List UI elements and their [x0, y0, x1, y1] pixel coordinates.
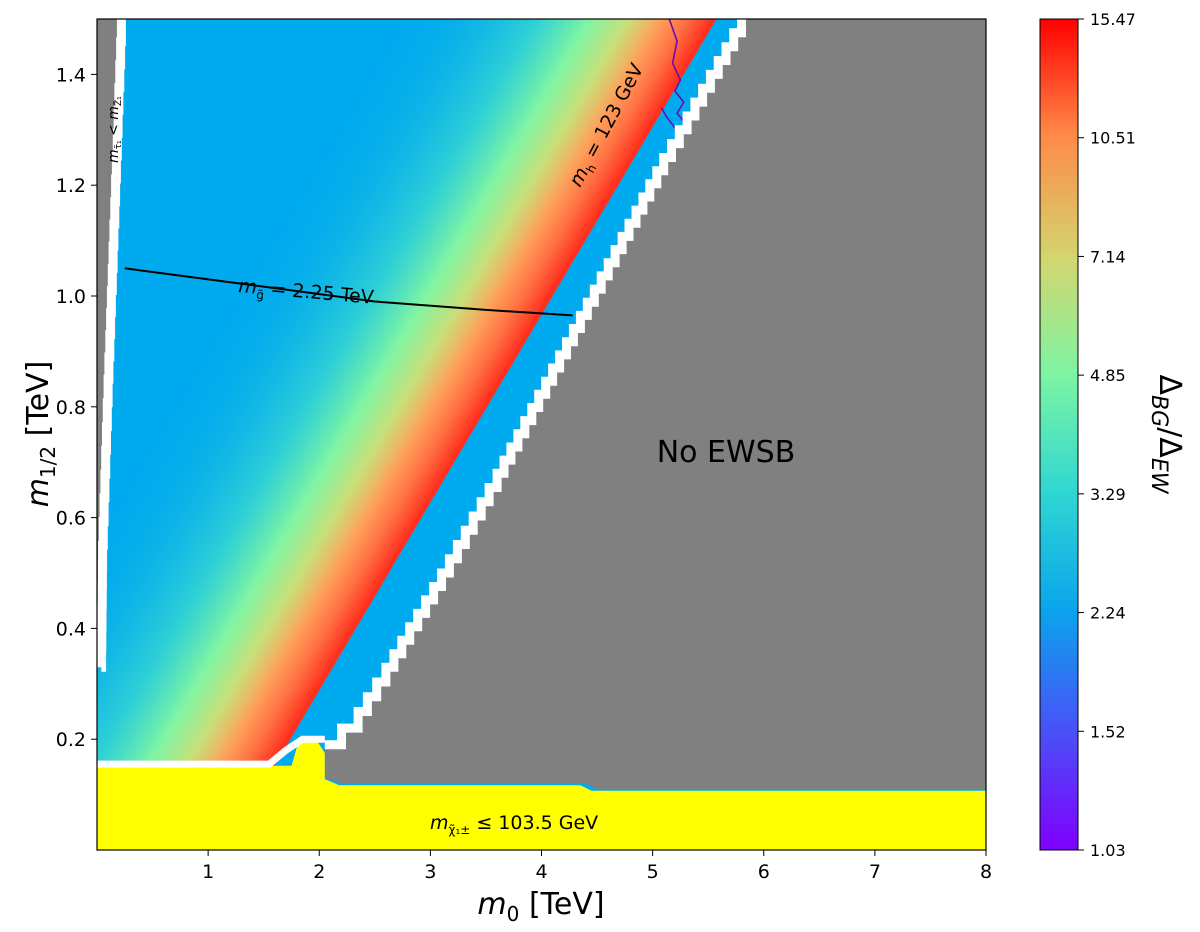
- heat-band: [122, 19, 620, 850]
- heat-band: [140, 19, 639, 850]
- colorbar: 1.03 1.52 2.24 3.29 4.85 7.14 10.51 15.47 ΔBG/Δ…: [1039, 10, 1187, 860]
- y-tick-label: 0.6: [56, 508, 86, 530]
- heat-band: [150, 19, 648, 850]
- heat-band: [159, 19, 657, 850]
- heat-band: [214, 19, 712, 850]
- x-axis: 1 2 3 4 5 6 7 8: [202, 850, 992, 883]
- colorbar-tick-label: 10.51: [1090, 129, 1136, 148]
- heat-band: [127, 19, 625, 850]
- heat-band: [191, 19, 689, 850]
- stau-lsp-label: mτ̃₁ < mZ̃₁: [106, 96, 124, 163]
- heat-band: [154, 19, 653, 850]
- heat-band: [99, 19, 597, 850]
- heat-band: [131, 19, 630, 850]
- colorbar-tick-label: 4.85: [1090, 366, 1126, 385]
- colorbar-tick-label: 3.29: [1090, 485, 1126, 504]
- heat-band: [113, 19, 611, 850]
- x-tick-label: 4: [535, 861, 547, 883]
- heat-band: [136, 19, 634, 850]
- stau-edge-gap: [97, 19, 126, 672]
- yellow-edge-gap: [97, 735, 325, 768]
- y-axis: 0.2 0.4 0.6 0.8 1.0 1.2 1.4: [56, 64, 97, 751]
- ewsb-edge-gap: [324, 19, 746, 750]
- heat-band: [117, 19, 616, 850]
- heat-band: [209, 19, 708, 850]
- plot-area: [97, 19, 986, 850]
- x-tick-label: 2: [313, 861, 325, 883]
- heat-band: [196, 19, 694, 850]
- heat-band: [163, 19, 662, 850]
- colorbar-tick-label: 7.14: [1090, 247, 1126, 266]
- colorbar-gradient: [1039, 18, 1079, 851]
- heat-band: [104, 19, 602, 850]
- x-tick-label: 5: [647, 861, 659, 883]
- heat-band: [219, 19, 717, 850]
- colorbar-ticks: 1.03 1.52 2.24 3.29 4.85 7.14 10.51 15.47: [1078, 10, 1136, 860]
- y-tick-label: 0.8: [56, 397, 86, 419]
- heat-band: [145, 19, 643, 850]
- x-tick-label: 8: [980, 861, 992, 883]
- gluino-mass-contour: [124, 267, 573, 317]
- heat-band: [168, 19, 666, 850]
- heat-band: [177, 19, 676, 850]
- y-tick-label: 1.2: [56, 175, 86, 197]
- heat-band: [205, 19, 703, 850]
- y-tick-label: 0.2: [56, 729, 86, 751]
- x-tick-label: 3: [424, 861, 436, 883]
- x-tick-label: 7: [869, 861, 881, 883]
- y-tick-label: 1.4: [56, 64, 86, 86]
- heat-band: [173, 19, 671, 850]
- heat-band: [182, 19, 680, 850]
- y-axis-title: m1/2 [TeV]: [21, 361, 60, 508]
- no-ewsb-region: [324, 19, 986, 790]
- chargino-bound-region: [97, 739, 986, 850]
- y-tick-label: 0.4: [56, 618, 86, 640]
- colorbar-tick-label: 15.47: [1090, 10, 1136, 29]
- heat-band: [186, 19, 685, 850]
- x-axis-title: m0 [TeV]: [477, 887, 604, 926]
- colorbar-tick-label: 1.03: [1090, 841, 1126, 860]
- colorbar-tick-label: 1.52: [1090, 722, 1126, 741]
- x-tick-label: 1: [202, 861, 214, 883]
- y-tick-label: 1.0: [56, 286, 86, 308]
- x-tick-label: 6: [758, 861, 770, 883]
- chargino-bound-label: mχ̃₁± ≤ 103.5 GeV: [430, 812, 598, 837]
- heat-band: [108, 19, 607, 850]
- colorbar-label: ΔBG/ΔEW: [1146, 375, 1187, 495]
- no-ewsb-label: No EWSB: [657, 435, 796, 470]
- heat-band: [200, 19, 699, 850]
- colorbar-tick-label: 2.24: [1090, 604, 1126, 623]
